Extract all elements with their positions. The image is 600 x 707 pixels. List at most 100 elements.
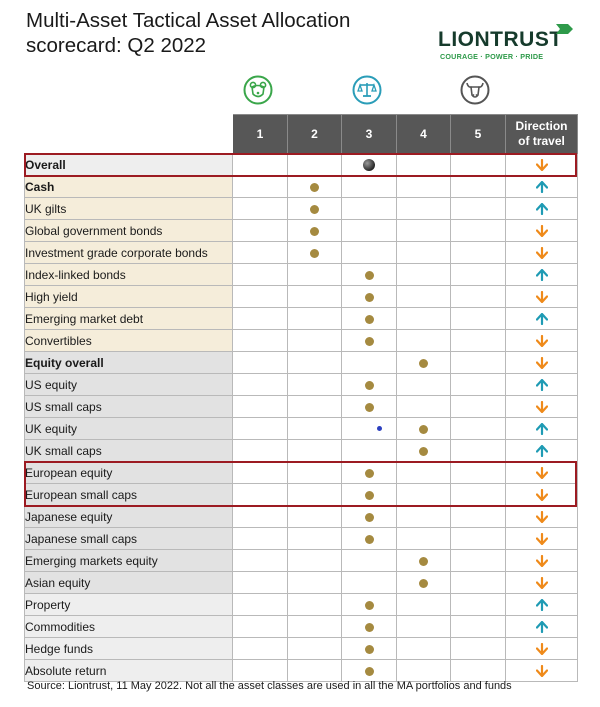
score-dot [364, 534, 374, 544]
score-cell-4 [396, 461, 451, 484]
score-cell-5 [450, 549, 506, 572]
table-row: Japanese equity [24, 505, 578, 528]
direction-header: Direction of travel [505, 114, 578, 154]
asset-class-label: Overall [24, 153, 233, 176]
bull-icon [460, 75, 490, 105]
score-cell-1 [232, 241, 288, 264]
score-cell-2 [287, 175, 342, 198]
score-cell-3 [341, 285, 397, 308]
score-dot [364, 512, 374, 522]
score-cell-2 [287, 483, 342, 506]
score-cell-4 [396, 615, 451, 638]
score-cell-5 [450, 219, 506, 242]
score-cell-5 [450, 241, 506, 264]
score-cell-2 [287, 659, 342, 682]
score-cell-1 [232, 659, 288, 682]
score-cell-4 [396, 307, 451, 330]
score-cell-3 [341, 263, 397, 286]
arrow-down-icon [535, 533, 548, 546]
direction-cell [505, 527, 578, 550]
table-row: Absolute return [24, 659, 578, 682]
direction-cell [505, 505, 578, 528]
score-cell-2 [287, 329, 342, 352]
score-dot [364, 336, 374, 346]
asset-class-label: Equity overall [24, 351, 233, 374]
scales-icon [352, 75, 382, 105]
asset-class-label: Japanese small caps [24, 527, 233, 550]
table-row: UK equity [24, 417, 578, 440]
score-cell-5 [450, 307, 506, 330]
score-cell-3 [341, 549, 397, 572]
score-cell-4 [396, 175, 451, 198]
score-cell-2 [287, 153, 342, 176]
score-dot [363, 159, 375, 172]
direction-header-line-1: Direction [515, 119, 568, 133]
score-cell-5 [450, 505, 506, 528]
asset-class-label: Global government bonds [24, 219, 233, 242]
asset-class-label: Hedge funds [24, 637, 233, 660]
score-cell-1 [232, 395, 288, 418]
score-cell-3 [341, 505, 397, 528]
score-header-1: 1 [232, 114, 288, 154]
table-row: Global government bonds [24, 219, 578, 242]
score-cell-3 [341, 571, 397, 594]
table-row: European equity [24, 461, 578, 484]
arrow-down-icon [535, 357, 548, 370]
score-cell-3 [341, 197, 397, 220]
table-row: UK gilts [24, 197, 578, 220]
stray-mark [377, 426, 382, 431]
logo-tagline: COURAGE · POWER · PRIDE [440, 52, 544, 61]
score-cell-4 [396, 659, 451, 682]
score-cell-2 [287, 241, 342, 264]
table-row: Hedge funds [24, 637, 578, 660]
score-cell-1 [232, 351, 288, 374]
asset-class-label: UK equity [24, 417, 233, 440]
score-dot [310, 226, 319, 236]
table-row: Overall [24, 153, 578, 176]
score-cell-3 [341, 483, 397, 506]
score-cell-4 [396, 351, 451, 374]
score-cell-1 [232, 153, 288, 176]
title-line-1: Multi-Asset Tactical Asset Allocation [26, 9, 351, 32]
score-cell-4 [396, 593, 451, 616]
score-dot [419, 424, 428, 434]
table-row: Index-linked bonds [24, 263, 578, 286]
score-cell-4 [396, 483, 451, 506]
asset-class-label: Asian equity [24, 571, 233, 594]
scorecard-table: 1 2 3 4 5 Direction of travel Overall Cas… [24, 114, 578, 682]
score-cell-2 [287, 615, 342, 638]
direction-cell [505, 571, 578, 594]
table-row: Commodities [24, 615, 578, 638]
direction-cell [505, 483, 578, 506]
direction-cell [505, 307, 578, 330]
table-row: Cash [24, 175, 578, 198]
score-cell-2 [287, 527, 342, 550]
score-cell-3 [341, 153, 397, 176]
score-cell-1 [232, 461, 288, 484]
score-cell-4 [396, 197, 451, 220]
score-cell-3 [341, 329, 397, 352]
score-cell-5 [450, 615, 506, 638]
score-cell-2 [287, 197, 342, 220]
arrow-down-icon [535, 643, 548, 656]
source-note: Source: Liontrust, 11 May 2022. Not all … [27, 680, 512, 692]
score-cell-3 [341, 527, 397, 550]
arrow-down-icon [535, 291, 548, 304]
score-cell-4 [396, 527, 451, 550]
direction-cell [505, 263, 578, 286]
score-cell-2 [287, 439, 342, 462]
bear-icon [243, 75, 273, 105]
asset-class-label: Commodities [24, 615, 233, 638]
asset-class-label: US equity [24, 373, 233, 396]
asset-class-label: Japanese equity [24, 505, 233, 528]
score-cell-3 [341, 373, 397, 396]
direction-cell [505, 461, 578, 484]
score-cell-5 [450, 593, 506, 616]
asset-class-label: European equity [24, 461, 233, 484]
score-cell-3 [341, 307, 397, 330]
score-dot [364, 314, 374, 324]
score-cell-4 [396, 373, 451, 396]
table-row: High yield [24, 285, 578, 308]
score-cell-1 [232, 615, 288, 638]
score-dot [419, 556, 428, 566]
